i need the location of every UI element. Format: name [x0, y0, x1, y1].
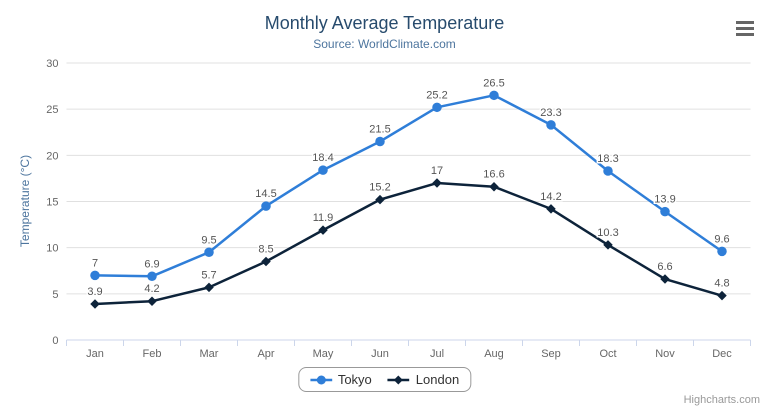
data-label: 23.3: [540, 107, 561, 119]
data-label: 18.3: [597, 153, 618, 165]
data-label: 26.5: [483, 77, 504, 89]
data-label: 6.9: [144, 258, 159, 270]
legend-label-tokyo: Tokyo: [337, 372, 372, 387]
data-point-london[interactable]: [318, 225, 328, 235]
data-label: 5.7: [201, 269, 216, 281]
y-axis-tick-label: 30: [46, 58, 58, 70]
data-label: 4.2: [144, 283, 159, 295]
series-line-london: [93, 181, 724, 306]
data-point-london[interactable]: [660, 274, 670, 284]
hamburger-bar: [736, 27, 754, 30]
data-label: 13.9: [654, 194, 675, 206]
legend-item-london[interactable]: London: [387, 372, 460, 387]
data-label: 9.6: [714, 233, 729, 245]
data-label: 14.5: [255, 188, 276, 200]
legend: Tokyo London: [297, 367, 472, 392]
data-point-london[interactable]: [546, 204, 556, 214]
x-axis-tick-label: Sep: [541, 348, 561, 360]
data-label: 3.9: [87, 286, 102, 298]
legend-label-london: London: [415, 372, 460, 387]
x-axis-tick-label: Apr: [257, 348, 274, 360]
tokyo-series-marker-icon: [309, 375, 332, 384]
data-label: 6.6: [657, 261, 672, 273]
data-point-london[interactable]: [432, 178, 442, 188]
data-point-tokyo[interactable]: [261, 201, 271, 211]
y-axis-tick-label: 0: [52, 335, 58, 347]
data-label: 16.6: [483, 169, 504, 181]
hamburger-bar: [736, 33, 754, 36]
x-axis-tick-label: Jan: [86, 348, 104, 360]
x-axis-tick-label: Dec: [712, 348, 732, 360]
y-axis-tick-label: 10: [46, 243, 58, 255]
x-axis-tick-label: Jul: [430, 348, 444, 360]
data-label: 14.2: [540, 191, 561, 203]
data-point-london[interactable]: [261, 256, 271, 267]
data-point-tokyo[interactable]: [603, 166, 613, 176]
data-point-london[interactable]: [147, 296, 157, 306]
chart-title: Monthly Average Temperature: [264, 13, 505, 33]
data-point-london[interactable]: [489, 181, 499, 192]
data-label: 11.9: [313, 212, 334, 224]
x-axis-tick-label: Nov: [655, 348, 675, 360]
data-point-tokyo[interactable]: [147, 271, 157, 282]
series-line-tokyo: [93, 94, 724, 278]
data-label: 25.2: [426, 89, 447, 101]
data-point-london[interactable]: [717, 290, 727, 301]
data-label: 18.4: [312, 152, 333, 164]
data-point-tokyo[interactable]: [204, 247, 214, 258]
data-label: 7: [92, 257, 98, 269]
x-axis-tick-label: Oct: [599, 348, 616, 360]
data-label: 21.5: [369, 123, 390, 135]
data-label: 4.8: [714, 278, 729, 290]
y-axis-tick-label: 20: [46, 150, 58, 162]
data-point-london[interactable]: [90, 299, 100, 309]
y-axis-tick-label: 5: [52, 289, 58, 301]
y-axis-tick-label: 15: [46, 197, 58, 209]
x-axis-tick-label: Mar: [200, 348, 219, 360]
chart-subtitle: Source: WorldClimate.com: [313, 37, 456, 51]
data-label: 17: [431, 165, 443, 177]
x-axis-tick-label: Aug: [484, 348, 504, 360]
data-point-tokyo[interactable]: [717, 246, 727, 257]
data-point-tokyo[interactable]: [90, 270, 100, 281]
data-point-tokyo[interactable]: [546, 120, 556, 130]
x-axis-tick-label: May: [313, 348, 334, 360]
data-label: 9.5: [201, 234, 216, 246]
data-label: 15.2: [369, 182, 390, 194]
data-point-tokyo[interactable]: [318, 165, 328, 175]
data-point-tokyo[interactable]: [489, 90, 499, 101]
data-label: 8.5: [258, 244, 273, 256]
legend-item-tokyo[interactable]: Tokyo: [309, 372, 372, 387]
data-point-tokyo[interactable]: [375, 136, 385, 147]
london-series-marker-icon: [387, 375, 410, 384]
data-point-london[interactable]: [204, 282, 214, 293]
hamburger-menu-icon[interactable]: [736, 21, 754, 36]
data-label: 10.3: [597, 227, 618, 239]
y-axis-tick-label: 25: [46, 104, 58, 116]
data-point-tokyo[interactable]: [660, 206, 670, 217]
data-point-london[interactable]: [375, 194, 385, 205]
data-point-tokyo[interactable]: [432, 102, 442, 113]
data-point-london[interactable]: [603, 240, 613, 250]
x-axis-tick-label: Jun: [371, 348, 389, 360]
hamburger-bar: [736, 21, 754, 24]
highcharts-credits-link[interactable]: Highcharts.com: [683, 394, 760, 406]
x-axis-tick-label: Feb: [143, 348, 162, 360]
